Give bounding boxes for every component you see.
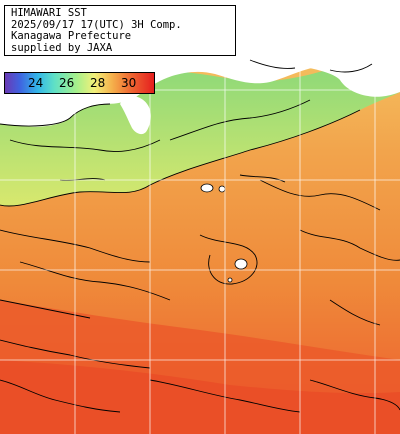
data-credit: supplied by JAXA bbox=[11, 41, 113, 54]
map-info-box: HIMAWARI SST 2025/09/17 17(UTC) 3H Comp.… bbox=[4, 5, 236, 56]
island bbox=[227, 277, 233, 283]
observation-time: 2025/09/17 17(UTC) 3H Comp. bbox=[11, 18, 182, 31]
legend-label-28: 28 bbox=[90, 76, 106, 90]
product-title: HIMAWARI SST bbox=[11, 7, 87, 19]
land-peninsula bbox=[120, 96, 151, 135]
legend-label-30: 30 bbox=[121, 76, 137, 90]
region-name: Kanagawa Prefecture bbox=[11, 30, 132, 42]
island bbox=[234, 258, 248, 270]
legend-label-24: 24 bbox=[28, 76, 44, 90]
legend-label-26: 26 bbox=[59, 76, 75, 90]
island bbox=[218, 185, 226, 193]
temperature-color-legend: 24 26 28 30 bbox=[4, 72, 155, 94]
island bbox=[200, 183, 214, 193]
